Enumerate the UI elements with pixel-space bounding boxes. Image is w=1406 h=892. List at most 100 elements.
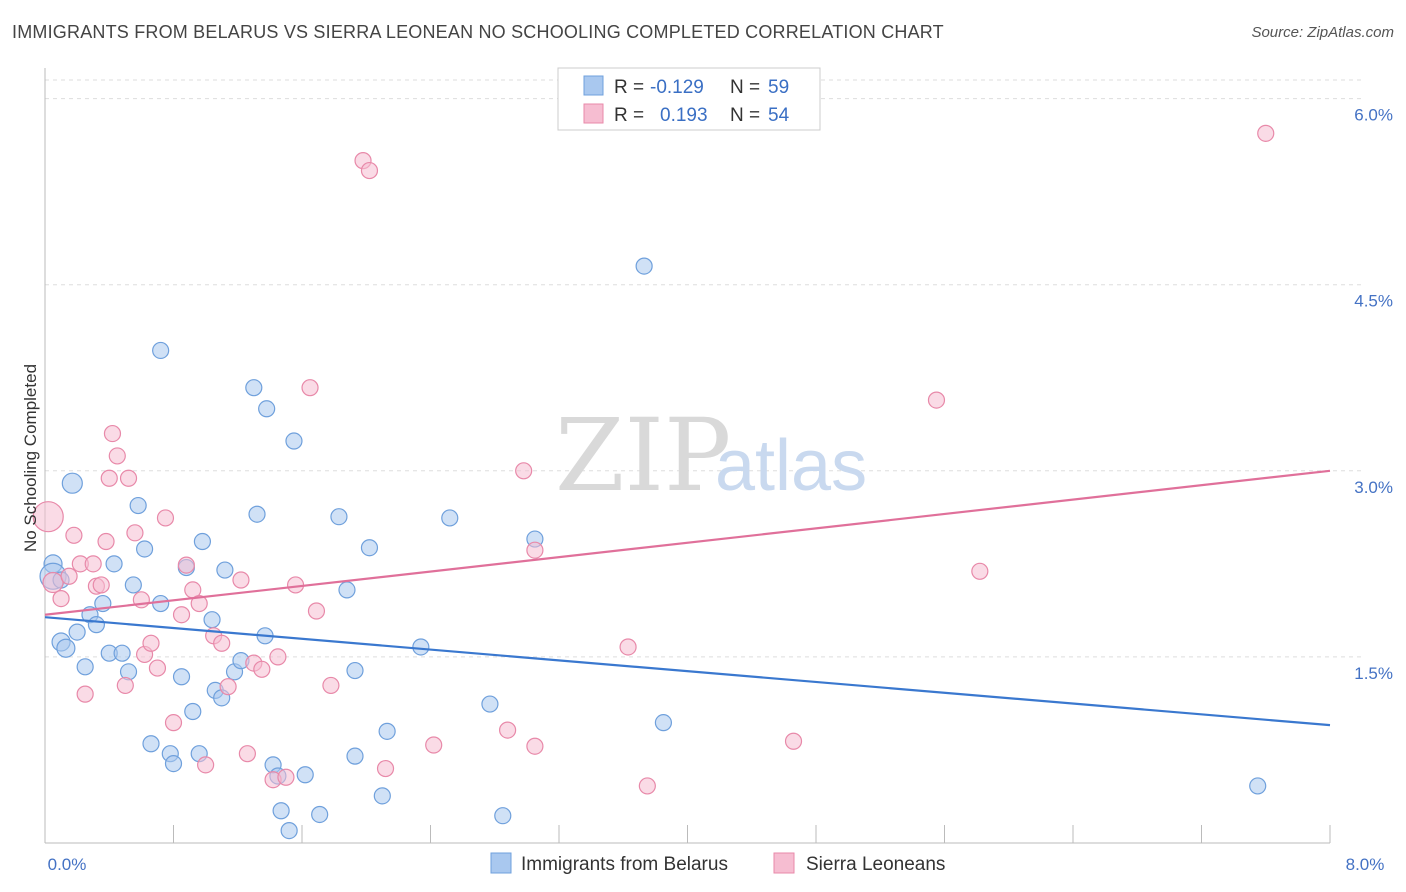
point-blue-17: [135, 540, 154, 558]
point-blue-31: [216, 561, 234, 579]
data-points: [32, 124, 1275, 840]
top-legend: R = -0.129 N = 59 R = 0.193 N = 54: [557, 67, 821, 131]
source-label: Source: ZipAtlas.com: [1251, 24, 1394, 41]
watermark-atlas: atlas: [715, 426, 867, 506]
point-pink-3: [60, 567, 78, 585]
bottom-legend-label-1: Immigrants from Belarus: [521, 854, 728, 875]
point-pink-39: [301, 379, 319, 397]
point-blue-41: [280, 821, 298, 840]
point-blue-58: [654, 714, 673, 732]
point-pink-14: [116, 676, 134, 695]
point-pink-6: [76, 685, 94, 703]
point-pink-53: [927, 391, 946, 409]
point-blue-34: [245, 379, 263, 397]
point-blue-47: [346, 661, 364, 680]
point-pink-15: [119, 469, 138, 487]
point-blue-22: [164, 754, 183, 773]
point-blue-55: [494, 807, 512, 825]
point-pink-43: [360, 161, 379, 180]
legend-swatch-pink: [583, 103, 604, 124]
point-pink-16: [126, 524, 144, 542]
point-pink-21: [156, 509, 175, 527]
point-blue-20: [152, 341, 170, 360]
legend-r-label-1: R =: [614, 77, 644, 98]
point-pink-41: [322, 676, 340, 695]
point-pink-50: [619, 638, 637, 656]
legend-r-value-1: -0.129: [650, 77, 704, 98]
point-blue-28: [203, 611, 221, 629]
point-pink-34: [253, 660, 271, 678]
legend-n-label-2: N =: [730, 105, 760, 126]
point-blue-3: [61, 472, 83, 494]
point-pink-54: [971, 562, 989, 580]
point-pink-7: [84, 555, 102, 573]
x-tick-label-1: 8.0%: [1346, 855, 1385, 874]
point-blue-49: [360, 539, 379, 557]
point-pink-30: [219, 678, 237, 696]
bottom-legend-swatch-pink: [773, 852, 795, 874]
y-tick-label-1: 3.0%: [1354, 478, 1393, 497]
legend-r-value-2: 0.193: [660, 105, 708, 126]
point-blue-7: [76, 658, 94, 676]
trend-lines: [44, 469, 1331, 727]
bottom-legend-swatch-blue: [490, 852, 512, 874]
point-blue-51: [378, 722, 396, 740]
point-pink-48: [526, 541, 544, 559]
point-pink-29: [213, 634, 231, 652]
point-blue-57: [635, 257, 653, 275]
point-pink-37: [277, 768, 295, 786]
point-blue-13: [113, 644, 131, 662]
legend-n-value-1: 59: [768, 77, 789, 98]
chart-title: IMMIGRANTS FROM BELARUS VS SIERRA LEONEA…: [12, 22, 944, 42]
point-pink-45: [425, 736, 443, 754]
point-blue-45: [330, 508, 348, 526]
point-blue-16: [129, 496, 147, 515]
point-blue-5: [56, 638, 76, 658]
point-pink-46: [499, 721, 517, 739]
y-tick-label-0: 1.5%: [1354, 664, 1393, 683]
point-blue-59: [1249, 777, 1267, 795]
point-blue-46: [338, 581, 356, 599]
point-pink-22: [164, 714, 183, 732]
point-pink-2: [52, 589, 70, 608]
watermark-zip: ZIP: [555, 397, 731, 514]
trend-line-blue: [44, 616, 1331, 727]
point-blue-27: [193, 532, 212, 551]
grid-lines: [45, 79, 1365, 658]
point-pink-49: [526, 737, 544, 755]
bottom-legend-label-2: Sierra Leoneans: [806, 854, 945, 875]
tick-labels: 1.5% 3.0% 4.5% 6.0% 0.0% 8.0%: [48, 106, 1393, 874]
point-pink-13: [108, 447, 126, 465]
point-pink-20: [148, 659, 167, 677]
point-blue-43: [296, 766, 314, 784]
point-blue-44: [311, 805, 329, 824]
point-blue-53: [441, 509, 459, 527]
legend-r-label-2: R =: [614, 105, 644, 126]
point-pink-9: [92, 576, 110, 594]
point-pink-23: [172, 606, 191, 624]
x-tick-label-0: 0.0%: [48, 855, 87, 874]
point-blue-25: [184, 702, 202, 721]
point-pink-11: [100, 469, 118, 487]
point-pink-51: [638, 777, 656, 795]
legend-n-value-2: 54: [768, 105, 790, 126]
point-pink-32: [238, 745, 256, 763]
point-blue-37: [258, 400, 276, 418]
point-pink-19: [142, 634, 160, 652]
point-pink-44: [376, 759, 395, 778]
point-blue-15: [124, 576, 142, 594]
point-pink-0: [32, 501, 64, 533]
point-blue-42: [285, 432, 303, 450]
point-pink-1: [42, 571, 64, 594]
point-blue-19: [152, 594, 170, 613]
point-pink-27: [197, 756, 215, 774]
trend-line-pink: [44, 469, 1331, 616]
point-pink-55: [1257, 124, 1275, 142]
point-blue-35: [248, 505, 266, 523]
legend-n-label-1: N =: [730, 77, 760, 98]
point-blue-48: [346, 747, 364, 765]
point-blue-12: [105, 555, 123, 573]
y-tick-label-2: 4.5%: [1354, 292, 1393, 311]
point-blue-6: [68, 623, 86, 641]
point-blue-52: [412, 638, 430, 656]
